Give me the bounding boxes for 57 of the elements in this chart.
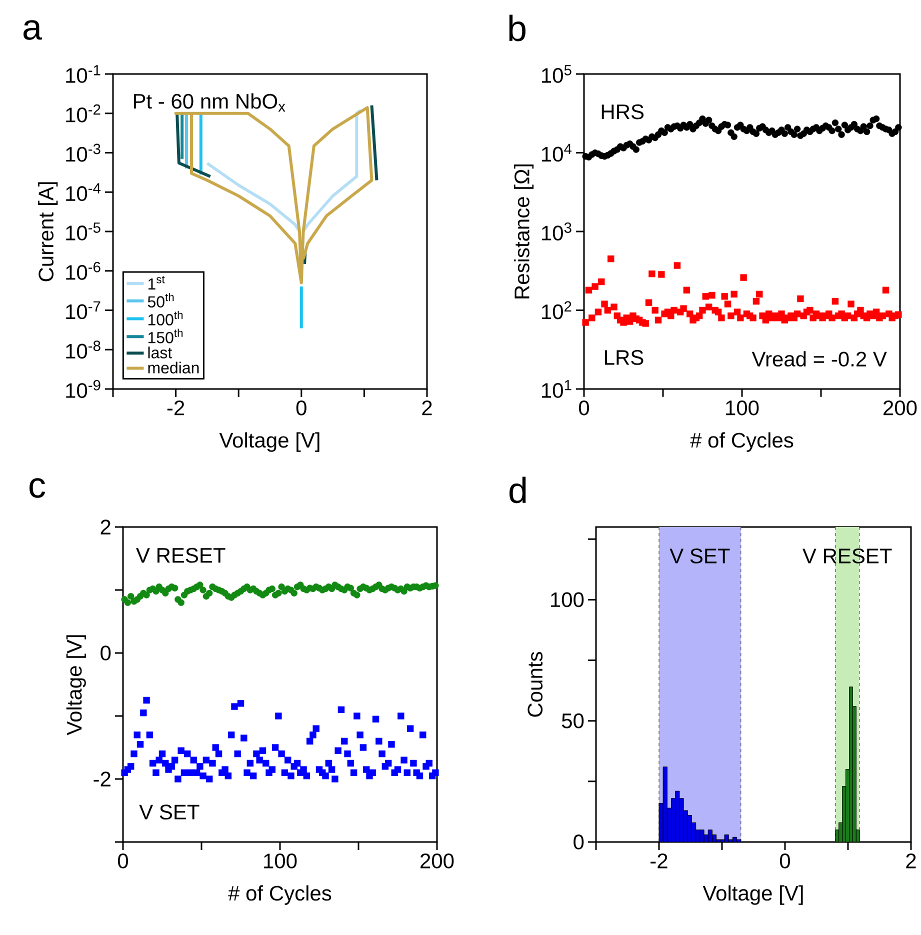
x-tick-label: 2 <box>906 854 916 868</box>
y-tick-label: 10$^{-3}$ <box>66 144 100 162</box>
y-tick-label: 10$^{-9}$ <box>66 380 100 398</box>
annotation: Pt - 60 nm NbO$_{x}$ <box>134 93 286 112</box>
y-tick-label: 10$^{3}$ <box>542 222 572 240</box>
x-tick-label: 100 <box>726 400 759 416</box>
x-tick-label: -2 <box>650 854 668 868</box>
y-tick-label: 10$^{4}$ <box>542 144 572 162</box>
y-axis-title: Current [A] <box>38 182 58 282</box>
y-axis-title: Counts <box>528 652 543 717</box>
x-tick-label: 0 <box>118 854 128 868</box>
chart-title: d <box>509 476 526 504</box>
series-label: LRS <box>605 350 644 365</box>
x-axis-title: Voltage [V] <box>219 432 320 452</box>
annotation: Vread = -0.2 V <box>752 351 887 367</box>
legend-label: 50$^{th}$ <box>148 292 174 308</box>
y-tick-label: 10$^{1}$ <box>542 380 572 398</box>
series-label: V SET <box>139 804 200 820</box>
y-tick-label: 10$^{-7}$ <box>66 301 100 320</box>
series-label: V RESET <box>136 548 226 563</box>
x-tick-label: 100 <box>264 854 297 868</box>
y-tick-label: 50 <box>562 713 584 728</box>
x-tick-label: 200 <box>420 854 454 868</box>
x-tick-label: -2 <box>167 400 184 416</box>
y-tick-label: 10$^{-8}$ <box>66 340 100 359</box>
y-tick-label: 10$^{-5}$ <box>66 222 100 240</box>
y-tick-label: -2 <box>94 772 110 786</box>
y-tick-label: 10$^{-6}$ <box>66 262 100 280</box>
y-tick-label: 10$^{-2}$ <box>66 104 100 122</box>
legend-label: median <box>148 362 199 374</box>
x-axis-title: # of Cycles <box>228 885 332 905</box>
x-tick-label: 0 <box>296 400 306 416</box>
legend-label: 100$^{th}$ <box>148 310 183 326</box>
y-tick-label: 0 <box>100 646 111 660</box>
x-tick-label: 200 <box>884 400 917 416</box>
chart-title: b <box>509 14 526 42</box>
band-label: V RESET <box>802 548 892 564</box>
band-label: V SET <box>670 548 730 564</box>
x-axis-title: Voltage [V] <box>702 885 803 905</box>
y-tick-label: 100 <box>551 592 584 608</box>
series-label: HRS <box>602 104 644 120</box>
y-axis-title: Voltage [V] <box>66 635 86 736</box>
x-tick-label: 0 <box>780 854 790 868</box>
y-axis-title: Resistance [Ω] <box>514 164 534 298</box>
y-tick-label: 10$^{2}$ <box>542 301 572 320</box>
y-tick-label: 10$^{-4}$ <box>66 183 101 202</box>
x-tick-label: 2 <box>422 400 432 416</box>
x-axis-title: # of Cycles <box>690 432 794 452</box>
legend-label: 1$^{st}$ <box>148 276 165 290</box>
y-tick-label: 2 <box>100 520 110 534</box>
legend-label: last <box>148 346 172 358</box>
chart-title: a <box>24 20 42 40</box>
y-tick-label: 0 <box>574 834 584 850</box>
chart-title: c <box>30 478 46 498</box>
y-tick-label: 10$^{5}$ <box>542 65 572 83</box>
legend-label: 150$^{th}$ <box>148 328 183 344</box>
y-tick-label: 10$^{-1}$ <box>66 65 100 83</box>
